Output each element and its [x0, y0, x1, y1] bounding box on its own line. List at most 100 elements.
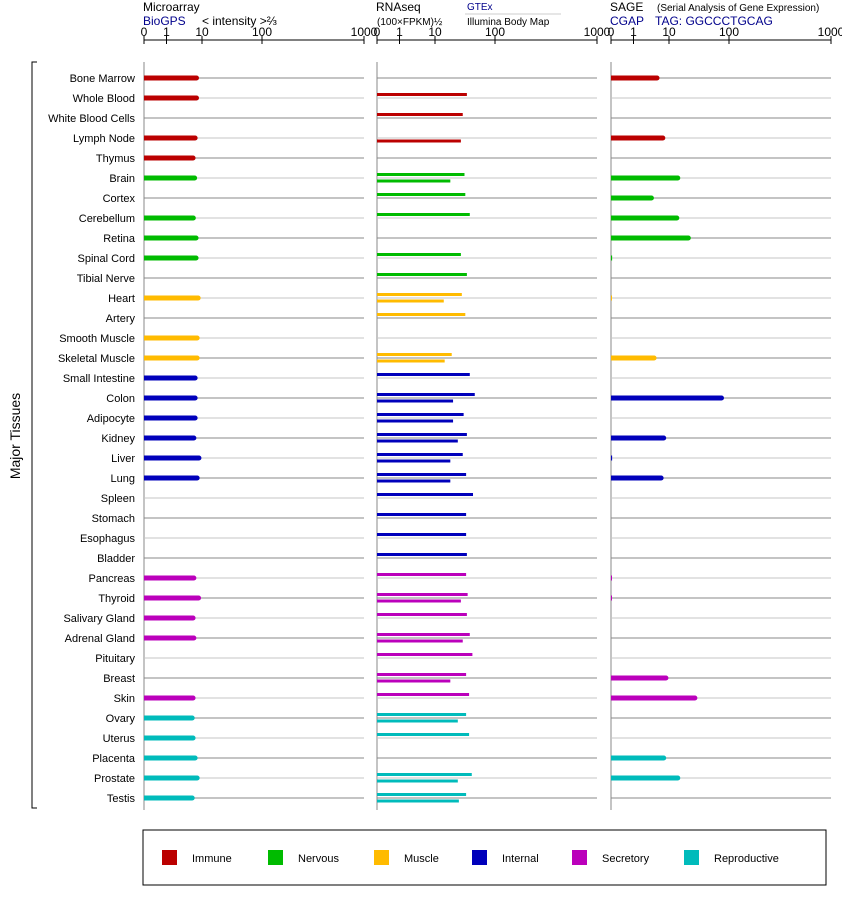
bar-rnaseq-ibm[interactable]	[377, 399, 454, 403]
bar-rnaseq-gtex[interactable]	[377, 473, 467, 476]
tissue-label[interactable]: Spinal Cord	[78, 253, 135, 265]
bar-rnaseq-gtex[interactable]	[377, 293, 462, 296]
tissue-label[interactable]: Kidney	[101, 433, 135, 445]
bar-rnaseq-gtex[interactable]	[377, 493, 474, 496]
bar-microarray[interactable]	[144, 715, 193, 721]
legend-item[interactable]: Nervous	[268, 850, 339, 865]
bar-microarray[interactable]	[144, 215, 194, 221]
bar-rnaseq-gtex[interactable]	[377, 533, 467, 536]
bar-sage[interactable]	[611, 255, 613, 261]
tissue-label[interactable]: Retina	[103, 233, 136, 245]
tissue-label[interactable]: Prostate	[94, 773, 135, 785]
bar-rnaseq-ibm[interactable]	[377, 179, 451, 183]
bar-rnaseq-ibm[interactable]	[377, 679, 451, 683]
legend-item[interactable]: Secretory	[572, 850, 650, 865]
bar-sage[interactable]	[611, 675, 666, 681]
bar-rnaseq-gtex[interactable]	[377, 453, 463, 456]
bar-rnaseq-gtex[interactable]	[377, 713, 467, 716]
bar-sage[interactable]	[611, 475, 662, 481]
tissue-label[interactable]: Thyroid	[98, 593, 135, 605]
bar-microarray[interactable]	[144, 755, 196, 761]
bar-microarray[interactable]	[144, 795, 193, 801]
bar-microarray[interactable]	[144, 95, 197, 101]
legend-item[interactable]: Muscle	[374, 850, 439, 865]
tissue-label[interactable]: Pituitary	[95, 653, 135, 665]
bar-sage[interactable]	[611, 75, 658, 81]
tissue-label[interactable]: Stomach	[92, 513, 135, 525]
bar-sage[interactable]	[611, 455, 613, 461]
bar-rnaseq-gtex[interactable]	[377, 633, 470, 636]
tissue-label[interactable]: Artery	[106, 313, 136, 325]
tissue-label[interactable]: Cortex	[103, 193, 136, 205]
bar-rnaseq-gtex[interactable]	[377, 93, 467, 96]
bar-microarray[interactable]	[144, 295, 199, 301]
bar-sage[interactable]	[611, 575, 612, 581]
tissue-label[interactable]: Heart	[108, 293, 135, 305]
bar-microarray[interactable]	[144, 355, 198, 361]
bar-microarray[interactable]	[144, 575, 194, 581]
bar-rnaseq-gtex[interactable]	[377, 113, 463, 116]
tissue-label[interactable]: Adrenal Gland	[65, 633, 135, 645]
bar-rnaseq-gtex[interactable]	[377, 313, 466, 316]
tissue-label[interactable]: Lymph Node	[73, 133, 135, 145]
source-link[interactable]: CGAP	[610, 14, 644, 28]
bar-rnaseq-gtex[interactable]	[377, 353, 452, 356]
tissue-label[interactable]: Lung	[111, 473, 135, 485]
bar-rnaseq-gtex[interactable]	[377, 733, 470, 736]
tissue-label[interactable]: Bone Marrow	[70, 73, 135, 85]
tissue-label[interactable]: Tibial Nerve	[77, 273, 135, 285]
bar-rnaseq-ibm[interactable]	[377, 359, 445, 363]
bar-microarray[interactable]	[144, 375, 196, 381]
bar-microarray[interactable]	[144, 475, 198, 481]
bar-rnaseq-gtex[interactable]	[377, 613, 467, 616]
bar-rnaseq-gtex[interactable]	[377, 793, 467, 796]
tissue-label[interactable]: Uterus	[103, 733, 136, 745]
bar-rnaseq-gtex[interactable]	[377, 553, 467, 556]
bar-rnaseq-gtex[interactable]	[377, 573, 467, 576]
bar-microarray[interactable]	[144, 175, 195, 181]
bar-rnaseq-gtex[interactable]	[377, 213, 470, 216]
bar-rnaseq-gtex[interactable]	[377, 173, 465, 176]
bar-sage[interactable]	[611, 435, 664, 441]
bar-rnaseq-ibm[interactable]	[377, 139, 461, 143]
bar-rnaseq-gtex[interactable]	[377, 393, 475, 396]
bar-rnaseq-ibm[interactable]	[377, 459, 451, 463]
tissue-label[interactable]: Placenta	[92, 753, 136, 765]
source-link[interactable]: BioGPS	[143, 14, 186, 28]
bar-microarray[interactable]	[144, 415, 196, 421]
bar-microarray[interactable]	[144, 615, 194, 621]
bar-microarray[interactable]	[144, 335, 198, 341]
bar-microarray[interactable]	[144, 155, 194, 161]
tissue-label[interactable]: Testis	[107, 793, 136, 805]
bar-rnaseq-gtex[interactable]	[377, 593, 468, 596]
tissue-label[interactable]: Skin	[114, 693, 135, 705]
bar-sage[interactable]	[611, 215, 677, 221]
legend-item[interactable]: Reproductive	[684, 850, 779, 865]
tissue-label[interactable]: White Blood Cells	[48, 113, 135, 125]
bar-rnaseq-ibm[interactable]	[377, 439, 458, 443]
bar-rnaseq-gtex[interactable]	[377, 433, 467, 436]
bar-rnaseq-gtex[interactable]	[377, 513, 467, 516]
bar-microarray[interactable]	[144, 695, 194, 701]
bar-sage[interactable]	[611, 295, 612, 301]
bar-rnaseq-ibm[interactable]	[377, 799, 459, 803]
bar-sage[interactable]	[611, 775, 678, 781]
tissue-label[interactable]: Spleen	[101, 493, 135, 505]
bar-sage[interactable]	[611, 135, 663, 141]
legend-item[interactable]: Internal	[472, 850, 539, 865]
bar-rnaseq-ibm[interactable]	[377, 299, 444, 303]
bar-microarray[interactable]	[144, 735, 194, 741]
bar-microarray[interactable]	[144, 255, 197, 261]
bar-sage[interactable]	[611, 595, 612, 601]
tissue-label[interactable]: Adipocyte	[87, 413, 135, 425]
tissue-label[interactable]: Esophagus	[80, 533, 136, 545]
bar-rnaseq-gtex[interactable]	[377, 773, 472, 776]
bar-sage[interactable]	[611, 695, 695, 701]
tissue-label[interactable]: Colon	[106, 393, 135, 405]
tissue-label[interactable]: Whole Blood	[73, 93, 135, 105]
bar-microarray[interactable]	[144, 235, 197, 241]
bar-sage[interactable]	[611, 175, 678, 181]
tissue-label[interactable]: Salivary Gland	[63, 613, 135, 625]
bar-microarray[interactable]	[144, 135, 196, 141]
tissue-label[interactable]: Cerebellum	[79, 213, 135, 225]
